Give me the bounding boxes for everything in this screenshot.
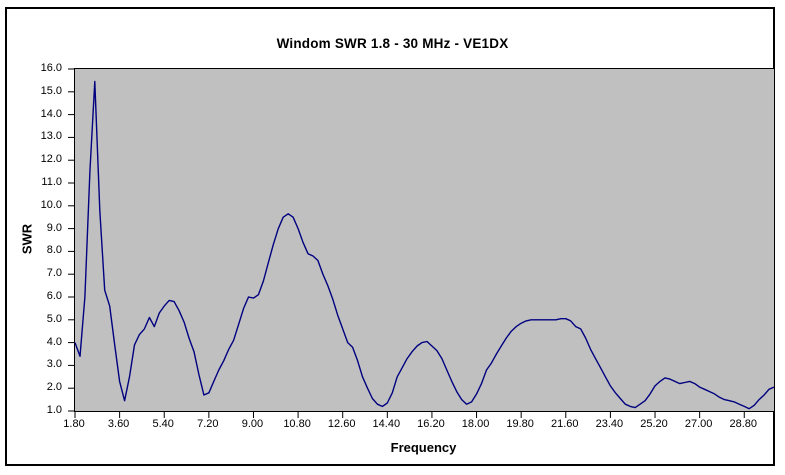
y-tick-label: 14.0	[40, 107, 62, 120]
swr-line-chart	[68, 68, 775, 418]
y-tick-label: 5.0	[46, 312, 62, 325]
y-tick-label: 8.0	[46, 244, 62, 257]
x-tick-label: 7.20	[197, 418, 219, 430]
x-tick-label: 1.80	[63, 418, 85, 430]
x-tick-label: 14.40	[372, 418, 401, 430]
x-tick-label: 16.20	[417, 418, 445, 430]
x-axis-title: Frequency	[390, 440, 457, 455]
swr-series-line	[74, 80, 775, 410]
x-tick-label: 23.40	[595, 418, 624, 430]
y-tick-label: 4.0	[46, 335, 62, 348]
x-tick-label: 10.80	[283, 418, 311, 430]
x-tick-label: 28.80	[729, 418, 758, 430]
y-tick-label: 7.0	[46, 267, 62, 280]
y-tick-label: 10.0	[40, 198, 62, 211]
x-tick-label: 12.60	[327, 418, 356, 430]
y-tick-label: 16.0	[40, 62, 62, 74]
y-tick-label: 15.0	[40, 84, 62, 97]
x-tick-label: 9.00	[241, 418, 264, 430]
chart-title: Windom SWR 1.8 - 30 MHz - VE1DX	[276, 36, 509, 51]
y-tick-label: 6.0	[46, 290, 62, 302]
y-tick-label: 3.0	[46, 358, 62, 371]
x-tick-label: 27.00	[684, 418, 713, 430]
x-tick-label: 21.60	[551, 418, 579, 430]
y-tick-label: 11.0	[41, 176, 62, 188]
x-tick-label: 5.40	[152, 418, 174, 430]
x-tick-label: 19.80	[506, 418, 534, 430]
x-tick-label: 25.20	[640, 418, 668, 430]
x-tick-label: 18.00	[461, 418, 490, 430]
y-tick-label: 1.0	[46, 404, 62, 416]
y-tick-label: 2.0	[46, 381, 62, 394]
plot-area	[68, 68, 775, 418]
y-tick-label: 9.0	[46, 221, 62, 234]
x-tick-label: 3.60	[107, 418, 130, 430]
y-tick-label: 12.0	[40, 153, 62, 166]
y-tick-label: 13.0	[40, 130, 62, 143]
